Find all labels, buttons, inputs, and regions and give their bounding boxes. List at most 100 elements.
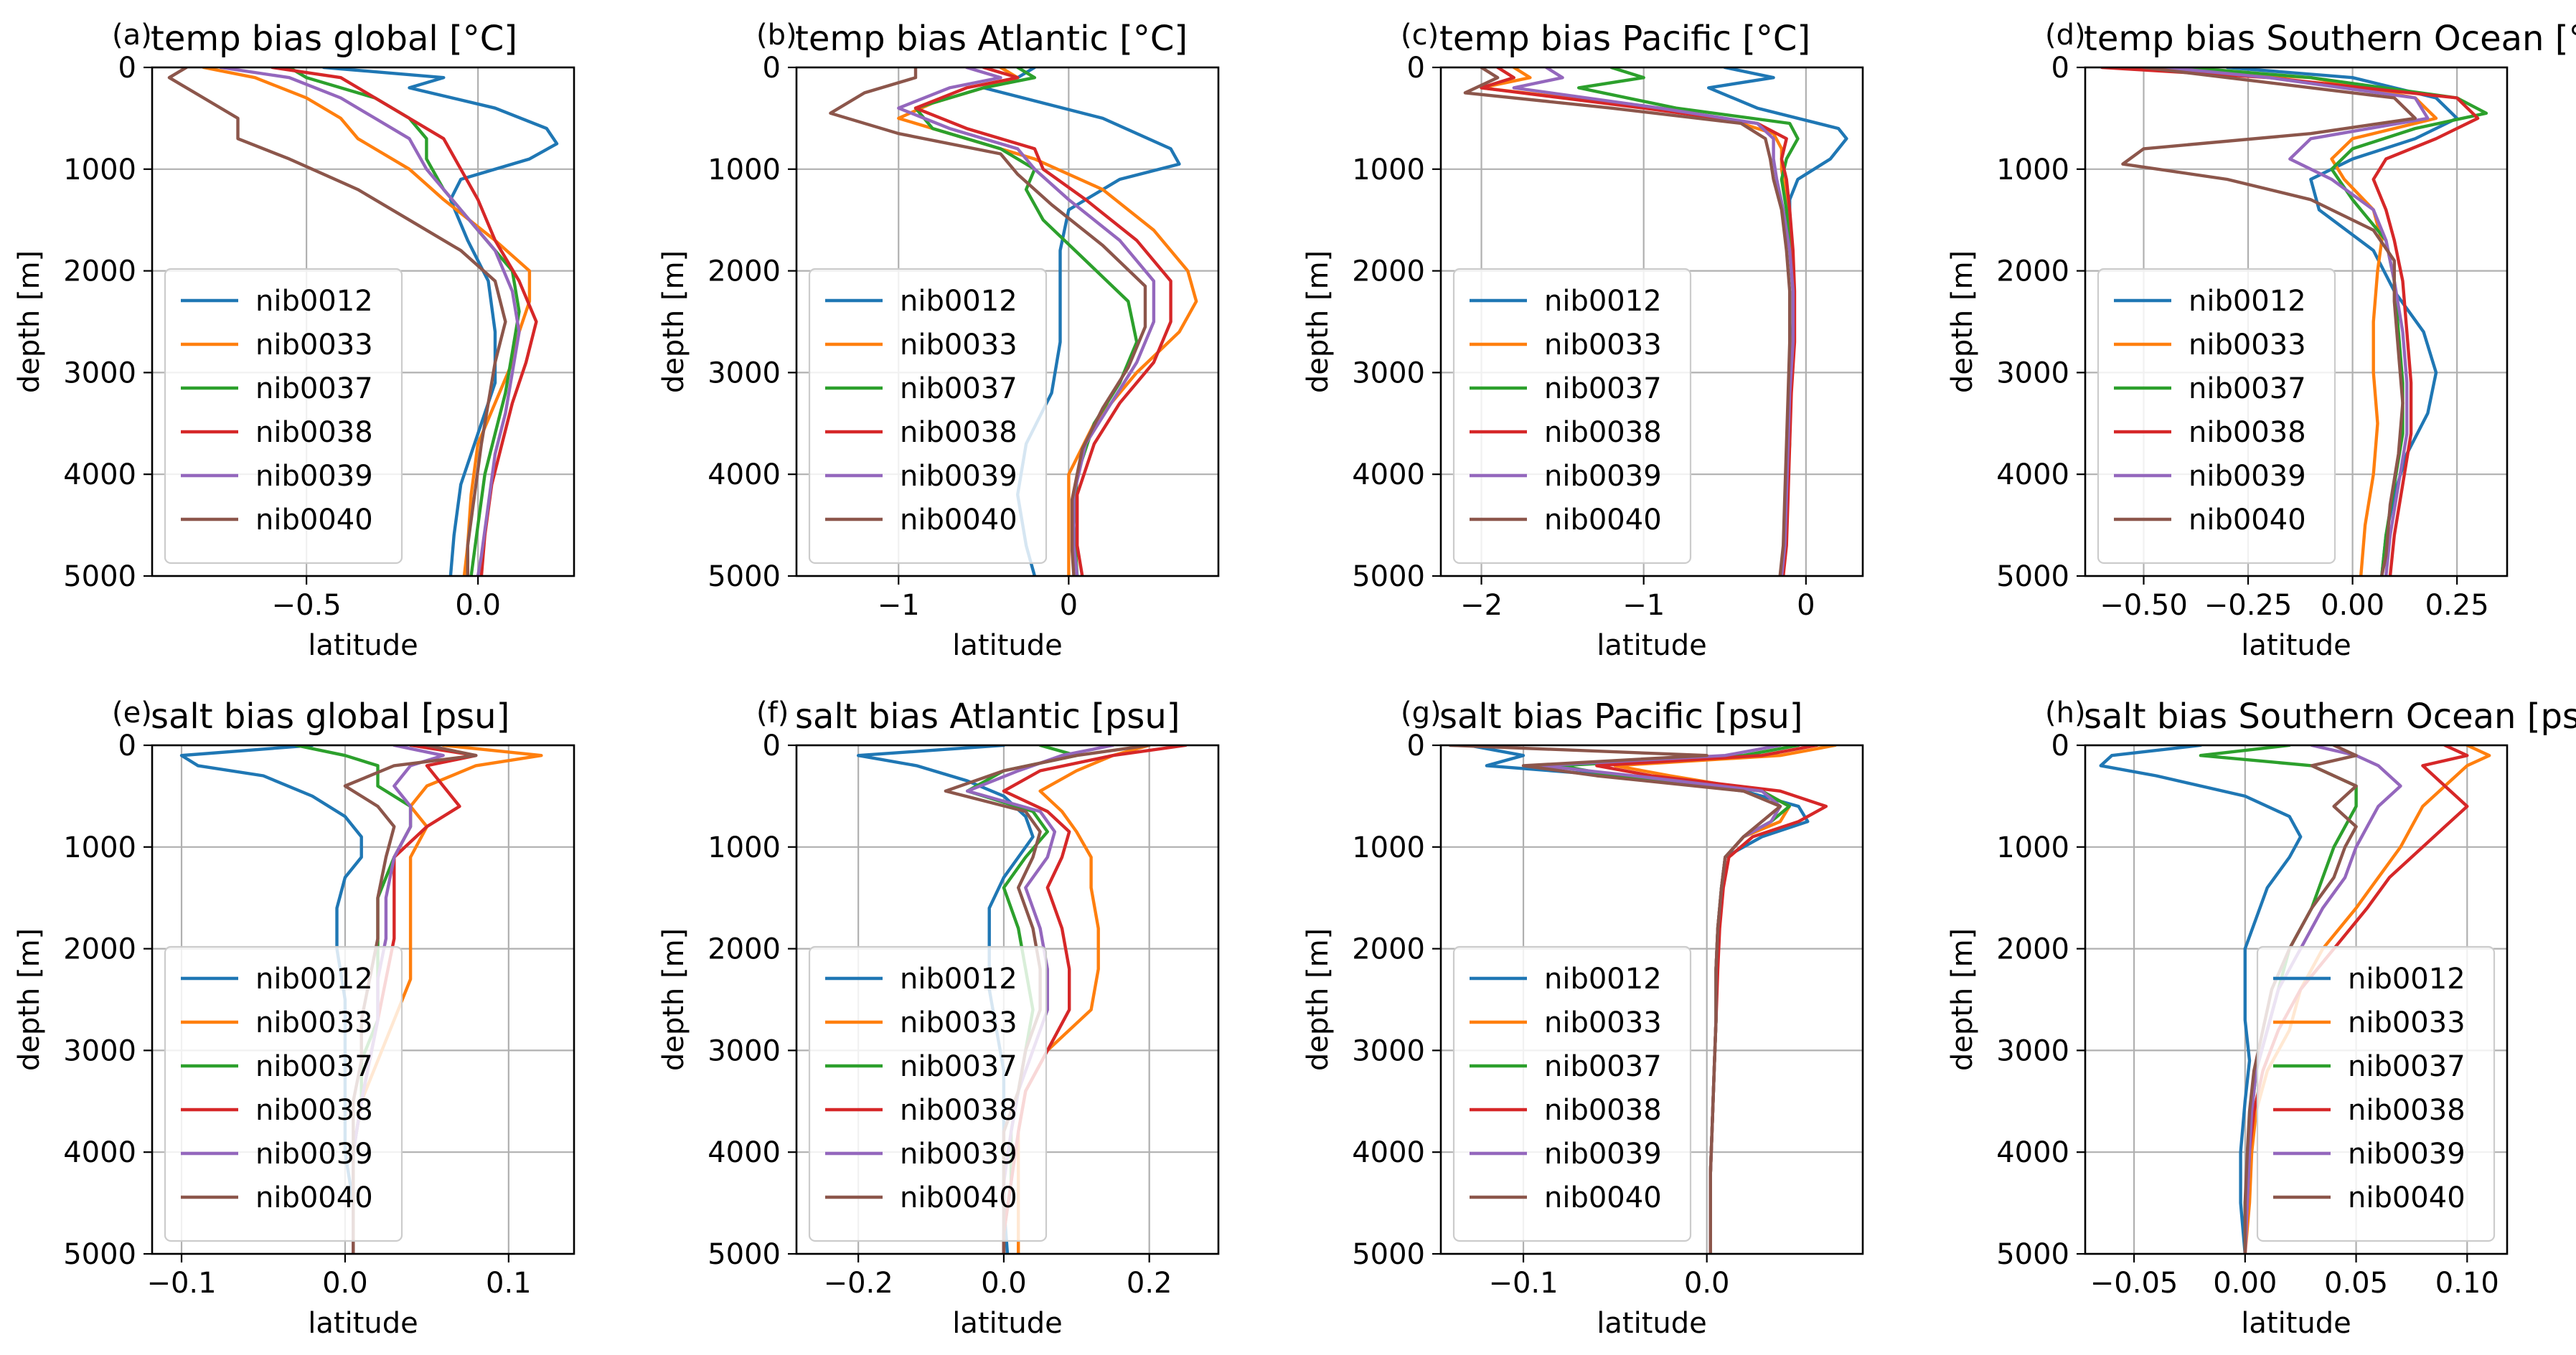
y-tick-label: 0	[763, 52, 781, 85]
legend-label-nib0037: nib0037	[255, 372, 373, 405]
y-axis-label: depth [m]	[1302, 928, 1335, 1071]
y-tick-label: 0	[1407, 52, 1425, 85]
axes-frame	[151, 66, 575, 577]
x-axis-label: latitude	[308, 629, 418, 662]
x-tick-label: 0.00	[2321, 589, 2384, 622]
y-tick-label: 4000	[1996, 458, 2069, 491]
panel-letter: (e)	[112, 697, 152, 730]
legend-label-nib0039: nib0039	[1544, 460, 1662, 493]
y-axis-label: depth [m]	[1946, 250, 1979, 393]
legend-label-nib0033: nib0033	[2189, 329, 2306, 362]
y-tick-label: 2000	[1352, 255, 1425, 288]
x-tick-label: −1	[1622, 589, 1665, 622]
legend-label-nib0040: nib0040	[900, 504, 1017, 537]
series-line-nib0033	[2121, 67, 2438, 576]
y-tick-label: 4000	[1352, 1136, 1425, 1169]
legend-frame	[808, 945, 1048, 1242]
series-line-nib0033	[202, 67, 532, 576]
y-tick-label: 2000	[63, 933, 136, 966]
legend-label-nib0033: nib0033	[900, 1006, 1017, 1039]
y-axis-label: depth [m]	[13, 250, 46, 393]
y-tick-label: 4000	[63, 1136, 136, 1169]
series-group	[167, 67, 559, 576]
legend-label-nib0038: nib0038	[255, 1094, 373, 1127]
axes-frame	[1439, 66, 1864, 577]
chart-panel-b: −1 0 0 1000 2000 3000 4000 5000 latitude depth [m…	[657, 19, 1220, 662]
x-tick-label: 0.0	[1684, 1267, 1730, 1300]
x-axis-label: latitude	[2241, 629, 2351, 662]
legend-label-nib0033: nib0033	[255, 1006, 373, 1039]
chart-panel-c: −2 −1 0 0 1000 2000 3000 4000 5000 latitude depth …	[1302, 19, 1864, 662]
axes-frame	[795, 744, 1220, 1255]
legend-label-nib0012: nib0012	[900, 963, 1017, 996]
legend: nib0012 nib0033 nib0037 nib0038 nib0039 nib00…	[808, 268, 1048, 565]
y-tick-label: 5000	[1352, 560, 1425, 593]
legend-label-nib0040: nib0040	[2348, 1181, 2465, 1214]
x-axis-label: latitude	[2241, 1307, 2351, 1340]
y-tick-label: 4000	[1996, 1136, 2069, 1169]
series-line-nib0040	[2121, 67, 2417, 576]
panel-letter: (a)	[112, 19, 152, 52]
x-axis-label: latitude	[952, 629, 1062, 662]
legend-label-nib0037: nib0037	[1544, 1050, 1662, 1083]
y-tick-label: 2000	[1996, 255, 2069, 288]
legend-label-nib0040: nib0040	[1544, 1181, 1662, 1214]
y-tick-label: 1000	[1996, 154, 2069, 187]
legend: nib0012 nib0033 nib0037 nib0038 nib0039 nib00…	[1452, 268, 1692, 565]
legend-label-nib0037: nib0037	[255, 1050, 373, 1083]
legend-label-nib0037: nib0037	[900, 1050, 1017, 1083]
y-tick-label: 1000	[1996, 831, 2069, 864]
legend-frame	[808, 268, 1048, 565]
legend-label-nib0037: nib0037	[1544, 372, 1662, 405]
series-line-nib0040	[829, 67, 1147, 576]
x-tick-label: −0.5	[272, 589, 342, 622]
y-tick-label: 3000	[708, 357, 781, 389]
panel-title: salt bias Southern Ocean [psu]	[2084, 697, 2576, 737]
series-line-nib0038	[271, 67, 538, 576]
legend-label-nib0039: nib0039	[900, 460, 1017, 493]
legend-label-nib0012: nib0012	[255, 285, 373, 318]
y-tick-label: 5000	[63, 1238, 136, 1271]
legend-label-nib0012: nib0012	[2189, 285, 2306, 318]
legend-label-nib0012: nib0012	[2348, 963, 2465, 996]
y-tick-label: 4000	[708, 458, 781, 491]
y-tick-label: 3000	[708, 1034, 781, 1067]
y-tick-label: 3000	[1996, 1034, 2069, 1067]
legend-label-nib0012: nib0012	[900, 285, 1017, 318]
legend-label-nib0038: nib0038	[2189, 416, 2306, 449]
chart-panel-f: −0.2 0.0 0.2 0 1000 2000 3000 4000 5000 latitude d…	[657, 697, 1220, 1340]
y-axis-label: depth [m]	[13, 928, 46, 1071]
legend-label-nib0040: nib0040	[255, 1181, 373, 1214]
y-tick-label: 1000	[63, 831, 136, 864]
legend-label-nib0038: nib0038	[255, 416, 373, 449]
legend-label-nib0037: nib0037	[2189, 372, 2306, 405]
series-line-nib0040	[1448, 745, 1782, 1254]
legend-label-nib0033: nib0033	[1544, 1006, 1662, 1039]
panel-letter: (c)	[1401, 19, 1439, 52]
series-line-nib0039	[1512, 67, 1795, 576]
x-axis-label: latitude	[1597, 629, 1706, 662]
y-tick-label: 5000	[1352, 1238, 1425, 1271]
legend-label-nib0040: nib0040	[255, 504, 373, 537]
axes-frame	[151, 744, 575, 1255]
series-line-nib0040	[2243, 745, 2358, 1254]
series-line-nib0040	[1463, 67, 1792, 576]
legend-frame	[2097, 268, 2336, 565]
chart-panel-a: −0.5 0.0 0 1000 2000 3000 4000 5000 latitude dept…	[13, 19, 575, 662]
panel-letter: (b)	[756, 19, 797, 52]
y-tick-label: 3000	[1996, 357, 2069, 389]
legend: nib0012 nib0033 nib0037 nib0038 nib0039 nib00…	[1452, 945, 1692, 1242]
x-tick-label: 0.05	[2324, 1267, 2388, 1300]
x-tick-label: −2	[1460, 589, 1503, 622]
legend-label-nib0039: nib0039	[2348, 1138, 2465, 1171]
legend: nib0012 nib0033 nib0037 nib0038 nib0039 nib00…	[164, 268, 403, 565]
y-tick-label: 3000	[1352, 357, 1425, 389]
panel-letter: (h)	[2045, 697, 2086, 730]
axes-frame	[2084, 66, 2509, 577]
legend-label-nib0012: nib0012	[255, 963, 373, 996]
panel-letter: (f)	[756, 697, 789, 730]
legend: nib0012 nib0033 nib0037 nib0038 nib0039 nib00…	[2097, 268, 2336, 565]
legend-frame	[164, 268, 403, 565]
chart-panel-g: −0.1 0.0 0 1000 2000 3000 4000 5000 latitude dept…	[1302, 697, 1864, 1340]
legend-label-nib0012: nib0012	[1544, 963, 1662, 996]
